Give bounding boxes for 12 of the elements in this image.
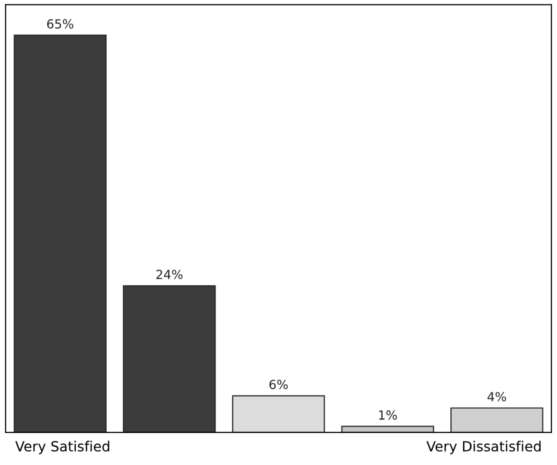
bar	[232, 395, 325, 432]
data-label: 4%	[488, 392, 506, 402]
data-label: 24%	[156, 270, 183, 280]
data-label: 65%	[47, 19, 74, 29]
data-label: 1%	[379, 410, 397, 420]
data-label: 6%	[269, 380, 288, 390]
x-tick-label: Very Satisfied	[15, 440, 110, 454]
bar	[341, 426, 434, 432]
bar	[450, 407, 544, 432]
bar	[122, 285, 216, 432]
x-tick-label: Very Dissatisfied	[426, 440, 541, 454]
bar	[14, 34, 107, 432]
